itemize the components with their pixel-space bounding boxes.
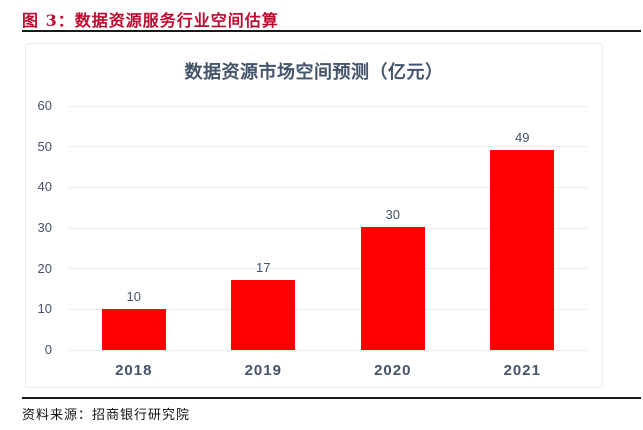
y-tick-label: 50 <box>37 138 52 154</box>
bar-2021 <box>490 149 555 350</box>
chart-panel: 数据资源市场空间预测（亿元） 0 10 20 30 40 50 60 10 2018 17 2019… <box>25 43 603 388</box>
y-tick-label: 10 <box>37 301 52 317</box>
gridline <box>69 105 587 107</box>
header-divider <box>22 30 641 32</box>
source-note: 资料来源：招商银行研究院 <box>22 408 191 423</box>
y-tick-label: 40 <box>37 179 52 195</box>
plot-area <box>69 105 587 351</box>
bar-value-label: 30 <box>385 206 400 222</box>
chart-title: 数据资源市场空间预测（亿元） <box>184 62 444 82</box>
y-tick-label: 60 <box>37 98 52 113</box>
bar-value-label: 17 <box>256 260 271 276</box>
footer-divider <box>22 397 641 399</box>
y-tick-label: 0 <box>44 342 52 357</box>
gridline <box>69 186 587 188</box>
bar-value-label: 49 <box>515 129 530 145</box>
gridline <box>69 349 587 351</box>
gridline <box>69 268 587 270</box>
figure-title: 图 3：数据资源服务行业空间估算 <box>22 11 279 30</box>
x-tick-label: 2020 <box>374 362 412 379</box>
bar-2018 <box>101 308 166 350</box>
x-tick-label: 2019 <box>244 362 282 379</box>
gridline <box>69 227 587 229</box>
x-tick-label: 2021 <box>503 362 541 379</box>
gridline <box>69 308 587 310</box>
gridline <box>69 146 587 148</box>
x-tick-label: 2018 <box>115 362 153 379</box>
y-tick-label: 30 <box>37 220 52 235</box>
bar-2019 <box>231 280 296 350</box>
bar-value-label: 10 <box>126 288 141 304</box>
y-tick-label: 20 <box>37 260 52 276</box>
bar-2020 <box>360 226 425 350</box>
